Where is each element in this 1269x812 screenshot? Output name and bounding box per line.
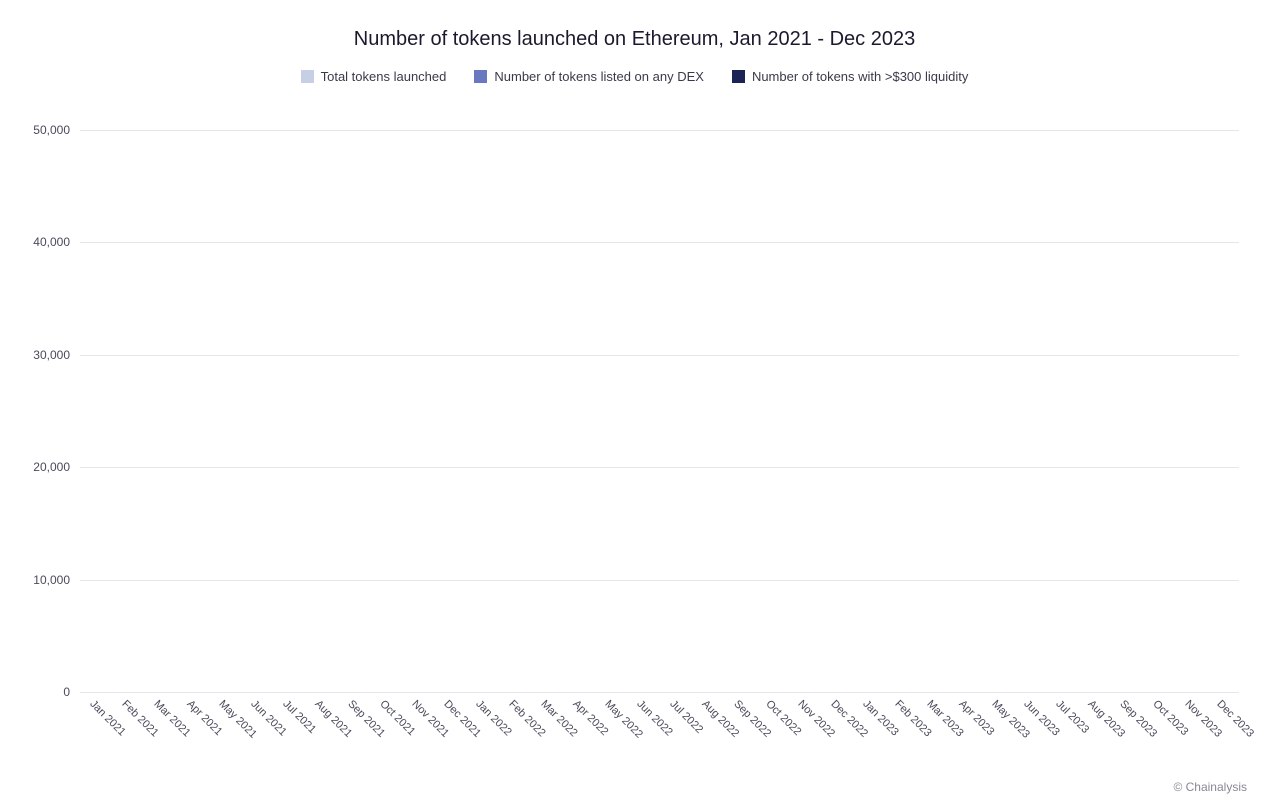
legend-swatch (474, 70, 487, 83)
y-axis-label: 40,000 (33, 235, 70, 249)
chart-title: Number of tokens launched on Ethereum, J… (0, 0, 1269, 69)
legend-swatch (732, 70, 745, 83)
y-axis-label: 10,000 (33, 573, 70, 587)
attribution: © Chainalysis (1173, 780, 1247, 794)
gridline (80, 580, 1239, 581)
y-axis-label: 30,000 (33, 348, 70, 362)
gridline (80, 467, 1239, 468)
legend-label: Number of tokens with >$300 liquidity (752, 69, 968, 84)
legend-item: Number of tokens listed on any DEX (474, 69, 704, 84)
gridline (80, 355, 1239, 356)
chart-container: Number of tokens launched on Ethereum, J… (0, 0, 1269, 812)
legend-label: Number of tokens listed on any DEX (494, 69, 704, 84)
chart-legend: Total tokens launched Number of tokens l… (0, 69, 1269, 102)
legend-swatch (301, 70, 314, 83)
gridline (80, 130, 1239, 131)
gridline (80, 242, 1239, 243)
legend-label: Total tokens launched (321, 69, 447, 84)
plot-area: 010,00020,00030,00040,00050,000Jan 2021F… (80, 130, 1239, 692)
legend-item: Total tokens launched (301, 69, 447, 84)
legend-item: Number of tokens with >$300 liquidity (732, 69, 968, 84)
gridline (80, 692, 1239, 693)
y-axis-label: 50,000 (33, 123, 70, 137)
y-axis-label: 0 (63, 685, 70, 699)
y-axis-label: 20,000 (33, 460, 70, 474)
